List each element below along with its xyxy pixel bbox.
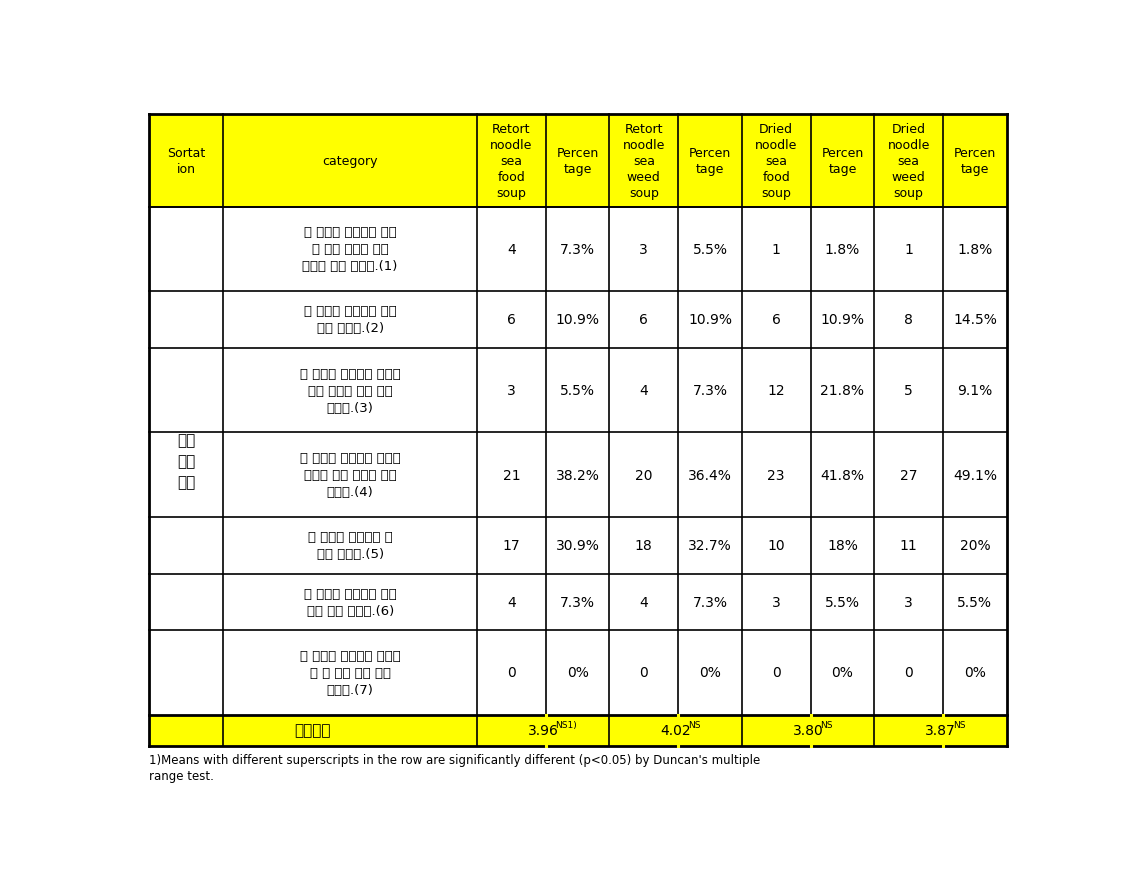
Text: 7.3%: 7.3%: [560, 242, 595, 257]
Text: 0: 0: [507, 666, 516, 679]
Text: 1.8%: 1.8%: [825, 242, 860, 257]
Text: 20: 20: [635, 468, 653, 482]
Text: 0: 0: [904, 666, 913, 679]
Text: 32.7%: 32.7%: [689, 539, 731, 552]
Text: 14.5%: 14.5%: [953, 313, 996, 327]
Text: 12: 12: [767, 384, 786, 398]
Text: 3: 3: [507, 384, 516, 398]
Text: category: category: [322, 155, 378, 167]
Text: 이 제품이 출시되면 기회가
될 때 마다 매번 먹을
것이다.(7): 이 제품이 출시되면 기회가 될 때 마다 매번 먹을 것이다.(7): [300, 649, 400, 696]
Text: 3: 3: [639, 242, 648, 257]
Text: 30.9%: 30.9%: [556, 539, 600, 552]
Text: NS: NS: [952, 721, 965, 730]
Text: 3: 3: [772, 595, 781, 609]
Text: Retort
noodle
sea
food
soup: Retort noodle sea food soup: [490, 122, 533, 199]
Bar: [149, 115, 1006, 207]
Text: 제품
구매
의사: 제품 구매 의사: [177, 433, 195, 490]
Text: 6: 6: [639, 313, 648, 327]
Text: 17: 17: [503, 539, 521, 552]
Text: 5.5%: 5.5%: [957, 595, 993, 609]
Text: 49.1%: 49.1%: [953, 468, 997, 482]
Text: 6: 6: [772, 313, 781, 327]
Text: 0%: 0%: [567, 666, 588, 679]
Text: 10.9%: 10.9%: [820, 313, 864, 327]
Text: Dried
noodle
sea
weed
soup: Dried noodle sea weed soup: [887, 122, 930, 199]
Text: 1)Means with different superscripts in the row are significantly different (p<0.: 1)Means with different superscripts in t…: [149, 754, 760, 766]
Text: 1: 1: [772, 242, 781, 257]
Text: 4: 4: [507, 595, 516, 609]
Text: 5.5%: 5.5%: [825, 595, 860, 609]
Text: 7.3%: 7.3%: [560, 595, 595, 609]
Text: 8: 8: [904, 313, 913, 327]
Text: 3.96: 3.96: [527, 723, 559, 738]
Text: 21.8%: 21.8%: [820, 384, 864, 398]
Text: 4: 4: [639, 384, 648, 398]
Text: 이 제품이 출시되면 마음에
들지 않으나 가끔 먹을
것이다.(3): 이 제품이 출시되면 마음에 들지 않으나 가끔 먹을 것이다.(3): [300, 367, 400, 414]
Text: 4: 4: [507, 242, 516, 257]
Text: 0%: 0%: [964, 666, 986, 679]
Text: Percen
tage: Percen tage: [953, 147, 996, 175]
Text: 4: 4: [639, 595, 648, 609]
Text: NS: NS: [820, 721, 833, 730]
Text: 9.1%: 9.1%: [957, 384, 993, 398]
Text: NS: NS: [687, 721, 700, 730]
Text: 1: 1: [904, 242, 913, 257]
Text: 10.9%: 10.9%: [556, 313, 600, 327]
Text: Percen
tage: Percen tage: [822, 147, 863, 175]
Bar: [149, 715, 1006, 746]
Text: 21: 21: [503, 468, 521, 482]
Text: 18: 18: [635, 539, 653, 552]
Text: range test.: range test.: [149, 769, 213, 781]
Text: 0%: 0%: [699, 666, 721, 679]
Text: NS1): NS1): [556, 721, 577, 730]
Text: 3: 3: [904, 595, 913, 609]
Text: 평균점수: 평균점수: [294, 722, 331, 738]
Text: Percen
tage: Percen tage: [689, 147, 731, 175]
Text: 23: 23: [767, 468, 786, 482]
Text: 0%: 0%: [832, 666, 853, 679]
Text: 10.9%: 10.9%: [687, 313, 733, 327]
Text: 이 제품이 출시되면 어쩔
수 없이 먹어야 하면
이것을 먹을 것이다.(1): 이 제품이 출시되면 어쩔 수 없이 먹어야 하면 이것을 먹을 것이다.(1): [302, 226, 398, 273]
Text: 11: 11: [899, 539, 917, 552]
Text: 20%: 20%: [959, 539, 991, 552]
Text: Percen
tage: Percen tage: [557, 147, 598, 175]
Text: 0: 0: [772, 666, 781, 679]
Text: 5.5%: 5.5%: [692, 242, 728, 257]
Text: 5.5%: 5.5%: [560, 384, 595, 398]
Text: 18%: 18%: [827, 539, 858, 552]
Text: 1.8%: 1.8%: [957, 242, 993, 257]
Text: 3.80: 3.80: [792, 723, 824, 738]
Text: 41.8%: 41.8%: [820, 468, 864, 482]
Text: 6: 6: [507, 313, 516, 327]
Text: 이 제품이 출시되면 매우
자주 먹을 것이다.(6): 이 제품이 출시되면 매우 자주 먹을 것이다.(6): [304, 587, 397, 617]
Text: 10: 10: [767, 539, 786, 552]
Text: 3.87: 3.87: [925, 723, 956, 738]
Text: 27: 27: [900, 468, 917, 482]
Text: Retort
noodle
sea
weed
soup: Retort noodle sea weed soup: [622, 122, 665, 199]
Bar: [149, 207, 1006, 715]
Text: 7.3%: 7.3%: [692, 384, 728, 398]
Text: 38.2%: 38.2%: [556, 468, 600, 482]
Text: Dried
noodle
sea
food
soup: Dried noodle sea food soup: [755, 122, 798, 199]
Text: Sortat
ion: Sortat ion: [167, 147, 205, 175]
Text: 4.02: 4.02: [660, 723, 691, 738]
Text: 이 제품이 출시되면 먹기는
먹지만 굳이 찾지는 않을
것이다.(4): 이 제품이 출시되면 먹기는 먹지만 굳이 찾지는 않을 것이다.(4): [300, 451, 400, 499]
Text: 이 제품이 출시되면 또
먹을 것이다.(5): 이 제품이 출시되면 또 먹을 것이다.(5): [308, 531, 392, 561]
Text: 이 제품이 출시되면 먹지
않을 것이다.(2): 이 제품이 출시되면 먹지 않을 것이다.(2): [304, 305, 397, 335]
Text: 36.4%: 36.4%: [689, 468, 731, 482]
Text: 7.3%: 7.3%: [692, 595, 728, 609]
Text: 0: 0: [639, 666, 648, 679]
Text: 5: 5: [904, 384, 913, 398]
